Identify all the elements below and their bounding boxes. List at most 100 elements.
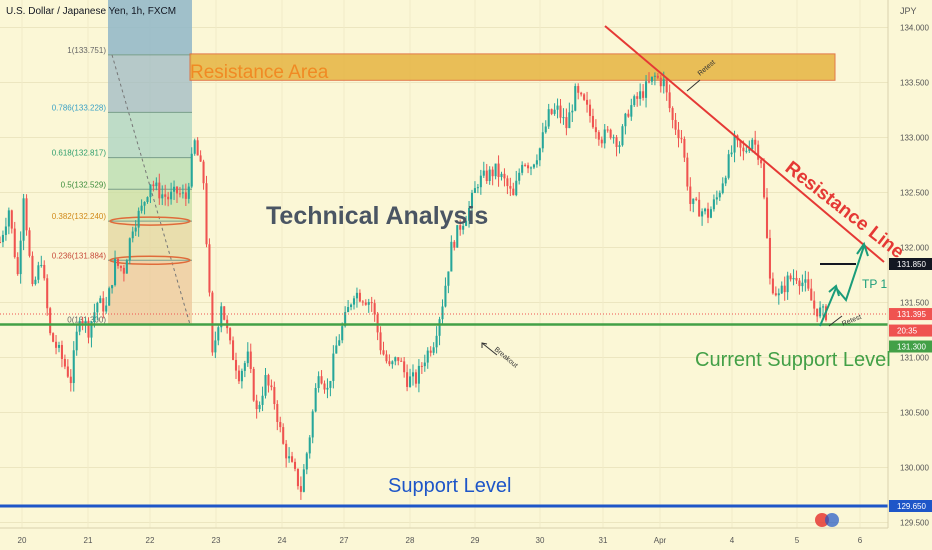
price-badge-label: 129.650: [897, 502, 926, 511]
candle-body: [704, 208, 707, 212]
price-tick-label: 133.500: [900, 79, 929, 88]
candle-body: [16, 257, 19, 275]
candle-body: [541, 132, 544, 149]
candle-body: [400, 360, 403, 362]
candle-body: [320, 376, 323, 384]
candle-body: [456, 225, 459, 248]
candle-body: [19, 240, 22, 275]
time-tick-label: 27: [340, 536, 349, 545]
price-axis-background: [888, 0, 932, 550]
candle-body: [462, 225, 465, 230]
candle-body: [364, 302, 367, 305]
candle-body: [403, 361, 406, 373]
candle-body: [432, 347, 435, 353]
candle-body: [116, 258, 120, 266]
candle-body: [609, 129, 612, 138]
candle-body: [31, 255, 34, 285]
candle-body: [311, 411, 314, 438]
candle-body: [763, 163, 766, 198]
candle-body: [28, 230, 31, 256]
candle-body: [795, 277, 798, 281]
candle-body: [615, 137, 618, 147]
candle-body: [214, 340, 217, 353]
candle-body: [447, 271, 450, 286]
candle-body: [748, 149, 751, 151]
candle-body: [314, 388, 317, 412]
candle-body: [774, 293, 777, 296]
candle-body: [99, 298, 102, 303]
price-badge: [889, 308, 932, 321]
resistance-trend-line: [604, 25, 885, 263]
candle-body: [777, 293, 780, 296]
candle-body: [66, 366, 69, 377]
candle-body: [786, 275, 789, 293]
candle-body: [518, 172, 521, 181]
candle-body: [131, 231, 134, 239]
candle-body: [594, 127, 597, 133]
candle-body: [468, 208, 471, 221]
candle-body: [789, 275, 792, 280]
breakout-pointer-head: [481, 342, 488, 348]
candle-body: [338, 340, 341, 346]
candle-body: [680, 138, 683, 140]
candle-body: [87, 320, 90, 338]
candle-body: [674, 119, 677, 130]
candle-body: [255, 400, 258, 410]
candle-body: [603, 129, 606, 144]
breakout-pointer: [481, 342, 498, 356]
candle-body: [96, 302, 99, 313]
candle-body: [178, 193, 181, 195]
candle-body: [645, 81, 648, 98]
candle-body: [568, 112, 571, 129]
candle-body: [385, 354, 388, 362]
candle-body: [152, 184, 155, 187]
candle-body: [34, 279, 37, 285]
price-tick-label: 130.500: [900, 409, 929, 418]
retest-bottom-pointer: [828, 315, 843, 327]
candle-body: [706, 208, 710, 218]
candle-body: [243, 363, 246, 371]
fib-level-label: 0.786(133.228): [52, 103, 107, 112]
price-badge: [889, 324, 932, 337]
candle-body: [588, 104, 592, 116]
candle-body: [276, 404, 279, 422]
candle-body: [40, 264, 43, 266]
candle-body: [532, 164, 535, 168]
candle-body: [358, 292, 361, 302]
logo-icon: [815, 513, 829, 527]
candle-body: [816, 308, 819, 317]
candle-body: [391, 361, 394, 365]
price-tick-label: 131.000: [900, 354, 929, 363]
candle-body: [4, 226, 7, 235]
candle-body: [267, 375, 270, 386]
candle-body: [240, 370, 243, 382]
candle-body: [565, 117, 568, 129]
candle-body: [465, 220, 468, 226]
candle-body: [813, 300, 816, 309]
candle-body: [414, 372, 417, 384]
time-tick-label: 4: [730, 536, 735, 545]
candle-body: [273, 387, 276, 405]
candle-body: [571, 110, 574, 113]
candle-body: [633, 96, 636, 106]
candle-body: [512, 188, 515, 196]
price-tick-label: 132.000: [900, 244, 929, 253]
candle-body: [417, 365, 420, 384]
candle-body: [692, 198, 695, 204]
candle-body: [299, 486, 302, 492]
candle-body: [409, 376, 412, 387]
candle-body: [760, 159, 763, 164]
candle-body: [500, 173, 503, 178]
candle-body: [388, 361, 391, 365]
resistance-area-label: Resistance Area: [190, 62, 329, 83]
lines-layer: [0, 25, 888, 508]
candle-body: [69, 376, 72, 384]
fib-band: [108, 112, 192, 158]
candle-body: [482, 170, 485, 176]
candle-body: [332, 353, 335, 381]
candle-body: [355, 292, 358, 299]
candle-body: [190, 153, 193, 187]
candle-body: [379, 332, 382, 351]
fib-extension-zone: [108, 0, 192, 55]
